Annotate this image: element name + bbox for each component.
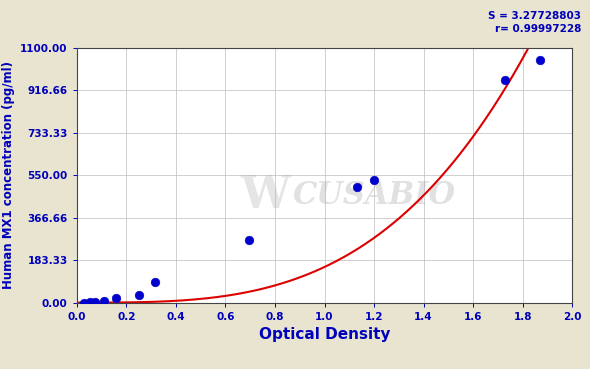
Point [111, 296, 120, 301]
Point [369, 177, 379, 183]
Point [535, 56, 545, 62]
X-axis label: Optical Density: Optical Density [259, 327, 390, 342]
Point [245, 237, 254, 243]
Text: S = 3.27728803
r= 0.99997228: S = 3.27728803 r= 0.99997228 [488, 11, 581, 34]
Text: CUSABIO: CUSABIO [293, 180, 455, 211]
Point [80, 300, 89, 306]
Point [500, 77, 510, 83]
Point [134, 292, 143, 298]
Point [90, 299, 99, 304]
Point [99, 298, 109, 304]
Point [150, 279, 160, 284]
Point [353, 184, 362, 190]
Point [85, 299, 94, 305]
Text: W: W [240, 174, 290, 217]
Y-axis label: Human MX1 concentration (pg/ml): Human MX1 concentration (pg/ml) [2, 61, 15, 289]
